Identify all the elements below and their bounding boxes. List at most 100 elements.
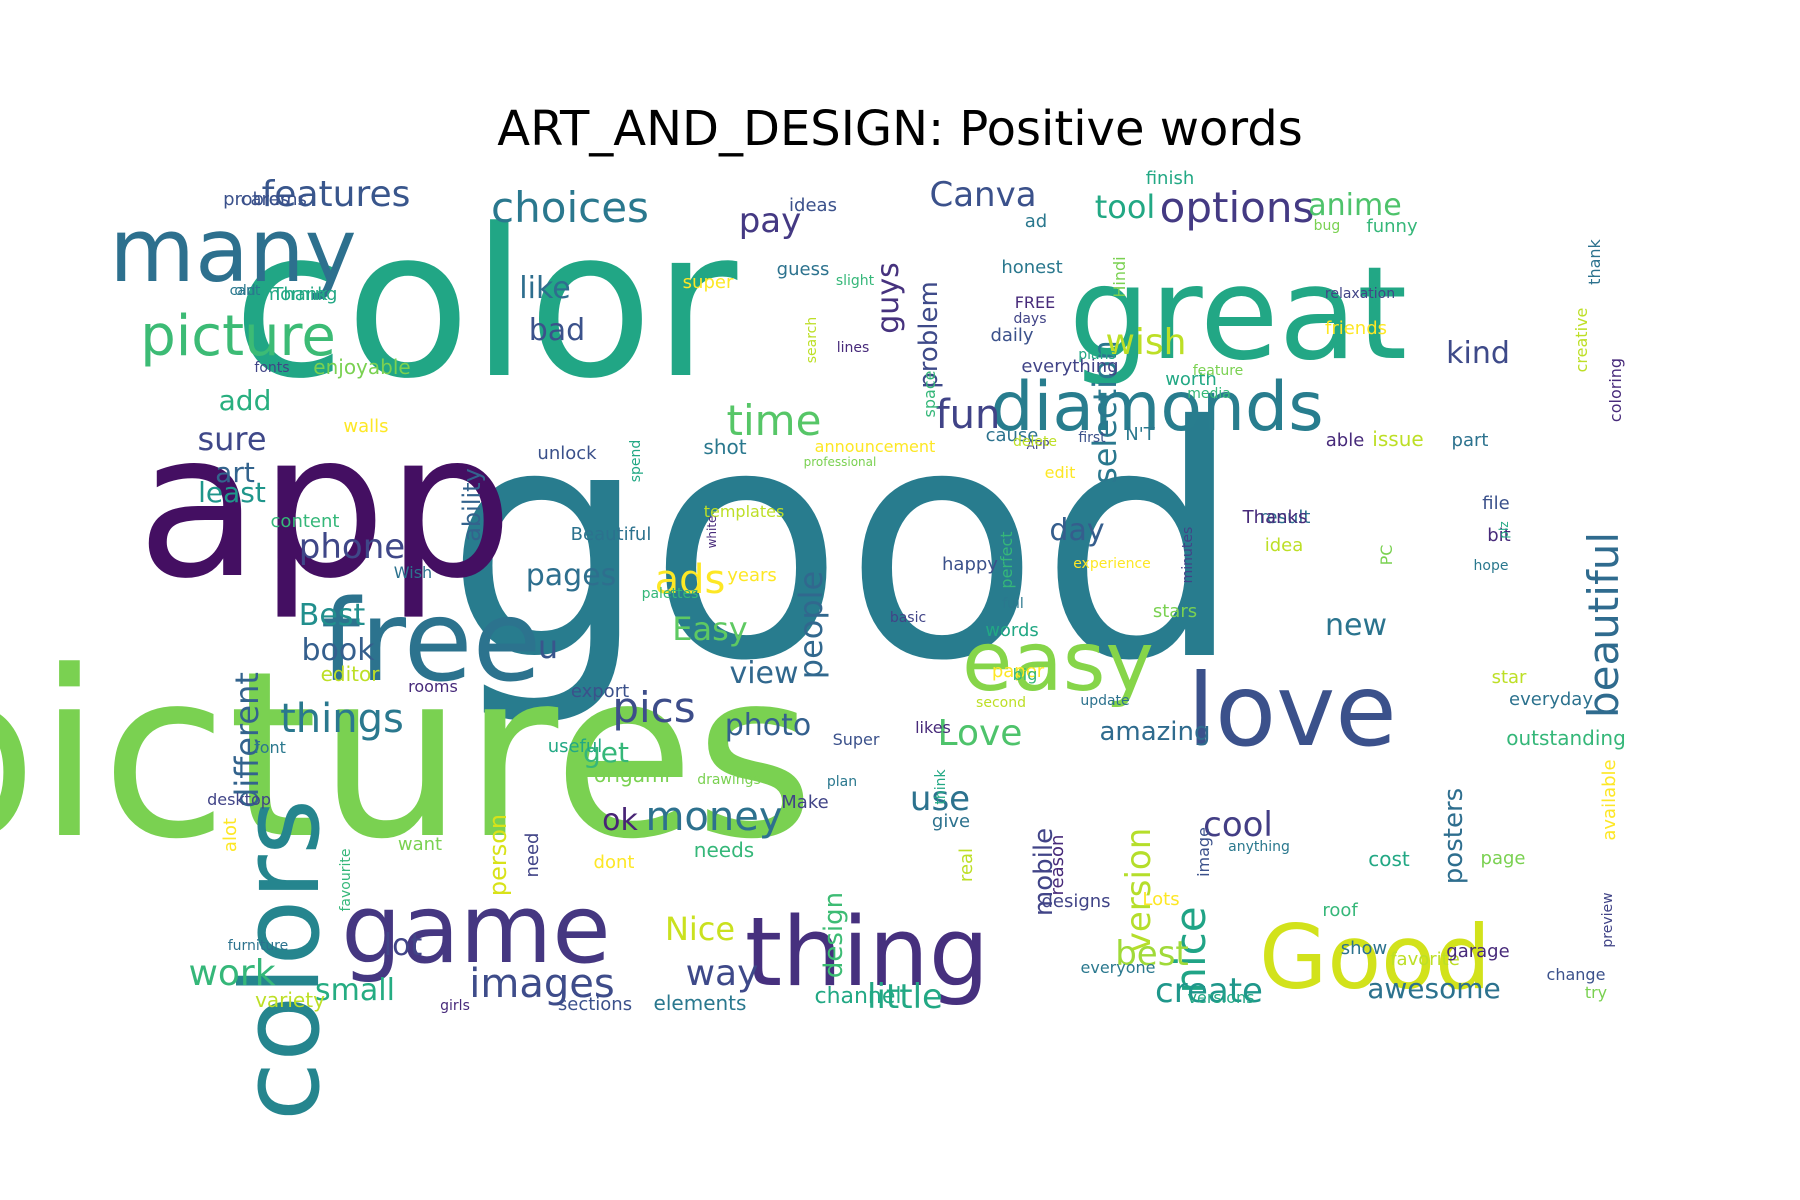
word-font: font <box>254 738 286 757</box>
word-part: part <box>1452 430 1489 451</box>
word-enjoyable: enjoyable <box>313 355 410 379</box>
word-least: least <box>198 476 266 509</box>
word-desktop: desktop <box>207 790 271 809</box>
word-easy: Easy <box>672 610 747 648</box>
word-outstanding: outstanding <box>1506 726 1626 750</box>
word-different: different <box>228 672 266 808</box>
word-beautiful: Beautiful <box>571 524 652 545</box>
word-photo: photo <box>725 708 812 743</box>
word-editor: editor <box>321 662 381 686</box>
word-change: change <box>1547 965 1606 984</box>
word-likes: likes <box>915 718 951 737</box>
word-lot: lot <box>384 928 423 963</box>
word-image: image <box>1194 827 1213 877</box>
word-drawings: drawings <box>697 772 761 788</box>
word-edit: edit <box>1045 463 1076 482</box>
word-result: result <box>1260 507 1311 528</box>
word-delete: delete <box>1013 434 1057 450</box>
word-anything: anything <box>1228 839 1290 855</box>
word-plan: plan <box>827 774 857 790</box>
word-cool: cool <box>1203 805 1273 845</box>
word-spend: spend <box>628 440 644 483</box>
word-wish: Wish <box>394 563 432 582</box>
word-thanks: Thanks <box>1242 507 1308 528</box>
word-good: good <box>445 359 1243 731</box>
word-make: Make <box>781 792 828 813</box>
word-get: get <box>583 736 629 769</box>
word-choices: choices <box>491 183 649 232</box>
word-amazing: amazing <box>1099 717 1210 747</box>
word-search: search <box>804 317 820 364</box>
word-professional: professional <box>804 455 877 469</box>
word-picture: picture <box>140 304 336 369</box>
word-ads: ads <box>655 557 726 603</box>
word-work: work <box>188 953 275 994</box>
word-app: app <box>137 390 513 623</box>
word-give: give <box>932 811 970 832</box>
word-money: money <box>645 794 782 840</box>
word-bad: bad <box>529 313 585 348</box>
word-cost: cost <box>1368 847 1410 871</box>
word-slight: slight <box>836 273 875 289</box>
word-star: star <box>1492 667 1527 688</box>
word-plz: plz <box>1497 521 1511 538</box>
word-idea: idea <box>1265 535 1304 556</box>
word-funny: funny <box>1366 216 1418 237</box>
word-beautiful: beautiful <box>1579 532 1628 718</box>
word-favourite: favourite <box>338 849 354 912</box>
word-person: person <box>484 814 512 896</box>
word-hindi: Hindi <box>1110 256 1129 297</box>
word-thank: thank <box>1585 238 1604 284</box>
word-happy: happy <box>942 554 998 575</box>
word-fun: fun <box>936 392 1001 438</box>
word-free: free <box>321 577 542 707</box>
word-pay: pay <box>739 201 802 241</box>
word-stars: stars <box>1153 601 1197 622</box>
word-export: export <box>571 681 629 702</box>
word-posters: posters <box>1439 788 1469 884</box>
word-announcement: announcement <box>815 437 936 456</box>
word-super: Super <box>833 730 880 749</box>
word-shot: shot <box>703 435 746 459</box>
word-feature: feature <box>1193 363 1244 379</box>
word-thank: Thank <box>271 284 328 305</box>
word-options: options <box>1160 183 1315 232</box>
word-white: white <box>705 516 719 549</box>
word-ideas: ideas <box>789 195 837 216</box>
word-ability: ability <box>458 468 486 542</box>
word-nice: Nice <box>665 910 735 948</box>
word-sure: sure <box>197 420 266 458</box>
word-bit: bit <box>1487 525 1510 546</box>
word-unlock: unlock <box>537 443 597 464</box>
word-elements: elements <box>654 991 747 1015</box>
word-fonts: fonts <box>254 360 289 376</box>
word-tool: tool <box>1095 188 1156 226</box>
word-pc: PC <box>1377 545 1396 566</box>
word-variety: variety <box>255 988 325 1012</box>
word-colors: colors <box>219 799 344 1121</box>
word-love: love <box>1187 652 1397 769</box>
word-space: space <box>920 371 939 418</box>
word-thing: thing <box>745 898 989 1008</box>
word-minutes: minutes <box>1180 527 1196 584</box>
word-use: use <box>910 779 970 819</box>
word-walls: walls <box>343 416 388 437</box>
word-morning: morning <box>263 284 338 305</box>
word-versions: versions <box>1188 988 1255 1007</box>
word-wish: wish <box>1105 322 1186 363</box>
word-best: best <box>1115 934 1189 974</box>
word-ok: ok <box>602 803 638 838</box>
word-time: time <box>727 396 822 445</box>
word-lots: Lots <box>1142 889 1179 910</box>
word-girls: girls <box>440 998 470 1014</box>
word-old: old <box>234 283 255 299</box>
word-big: big <box>1013 665 1038 684</box>
word-guys: guys <box>871 262 906 333</box>
word-version: version <box>1119 828 1159 953</box>
word-small: small <box>315 973 395 1008</box>
word-everyone: everyone <box>1081 958 1156 977</box>
word-able: able <box>1326 430 1365 451</box>
word-creative: creative <box>1572 308 1591 373</box>
word-hope: hope <box>1474 558 1509 574</box>
